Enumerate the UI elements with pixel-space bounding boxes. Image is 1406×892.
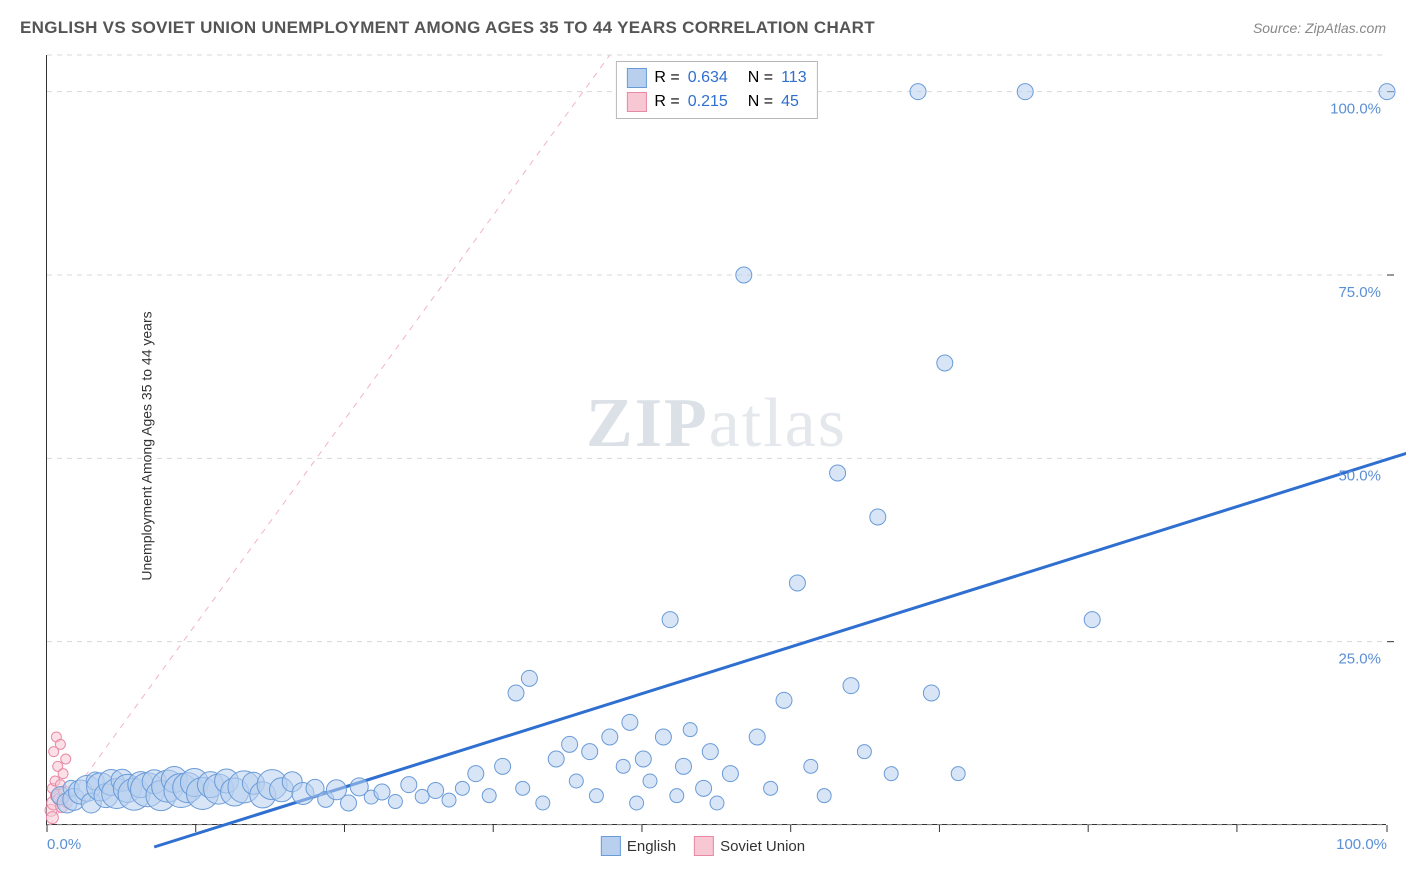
legend-row-soviet: R = 0.215 N = 45 <box>626 90 806 114</box>
series-legend: English Soviet Union <box>601 836 805 856</box>
chart-title: ENGLISH VS SOVIET UNION UNEMPLOYMENT AMO… <box>20 18 875 38</box>
svg-text:25.0%: 25.0% <box>1338 651 1381 668</box>
plot-area: ZIPatlas 25.0%50.0%75.0%100.0%0.0%100.0%… <box>46 55 1386 825</box>
n-label: N = <box>748 93 773 111</box>
r-label: R = <box>654 69 679 87</box>
r-label: R = <box>654 93 679 111</box>
legend-row-english: R = 0.634 N = 113 <box>626 66 806 90</box>
n-value-english: 113 <box>781 69 807 87</box>
r-value-english: 0.634 <box>688 69 740 87</box>
swatch-soviet-icon <box>694 836 714 856</box>
svg-text:75.0%: 75.0% <box>1338 284 1381 301</box>
legend-item-soviet: Soviet Union <box>694 836 805 856</box>
legend-item-english: English <box>601 836 676 856</box>
n-value-soviet: 45 <box>781 93 799 111</box>
svg-text:100.0%: 100.0% <box>1336 836 1387 853</box>
source-attribution: Source: ZipAtlas.com <box>1253 20 1386 36</box>
svg-text:50.0%: 50.0% <box>1338 467 1381 484</box>
r-value-soviet: 0.215 <box>688 93 740 111</box>
swatch-english <box>626 68 646 88</box>
legend-label-english: English <box>627 838 676 855</box>
swatch-english-icon <box>601 836 621 856</box>
n-label: N = <box>748 69 773 87</box>
legend-label-soviet: Soviet Union <box>720 838 805 855</box>
scatter-svg: 25.0%50.0%75.0%100.0%0.0%100.0% <box>47 55 1387 825</box>
svg-text:100.0%: 100.0% <box>1330 101 1381 118</box>
correlation-legend: R = 0.634 N = 113 R = 0.215 N = 45 <box>615 61 817 119</box>
swatch-soviet <box>626 92 646 112</box>
svg-text:0.0%: 0.0% <box>47 836 81 853</box>
